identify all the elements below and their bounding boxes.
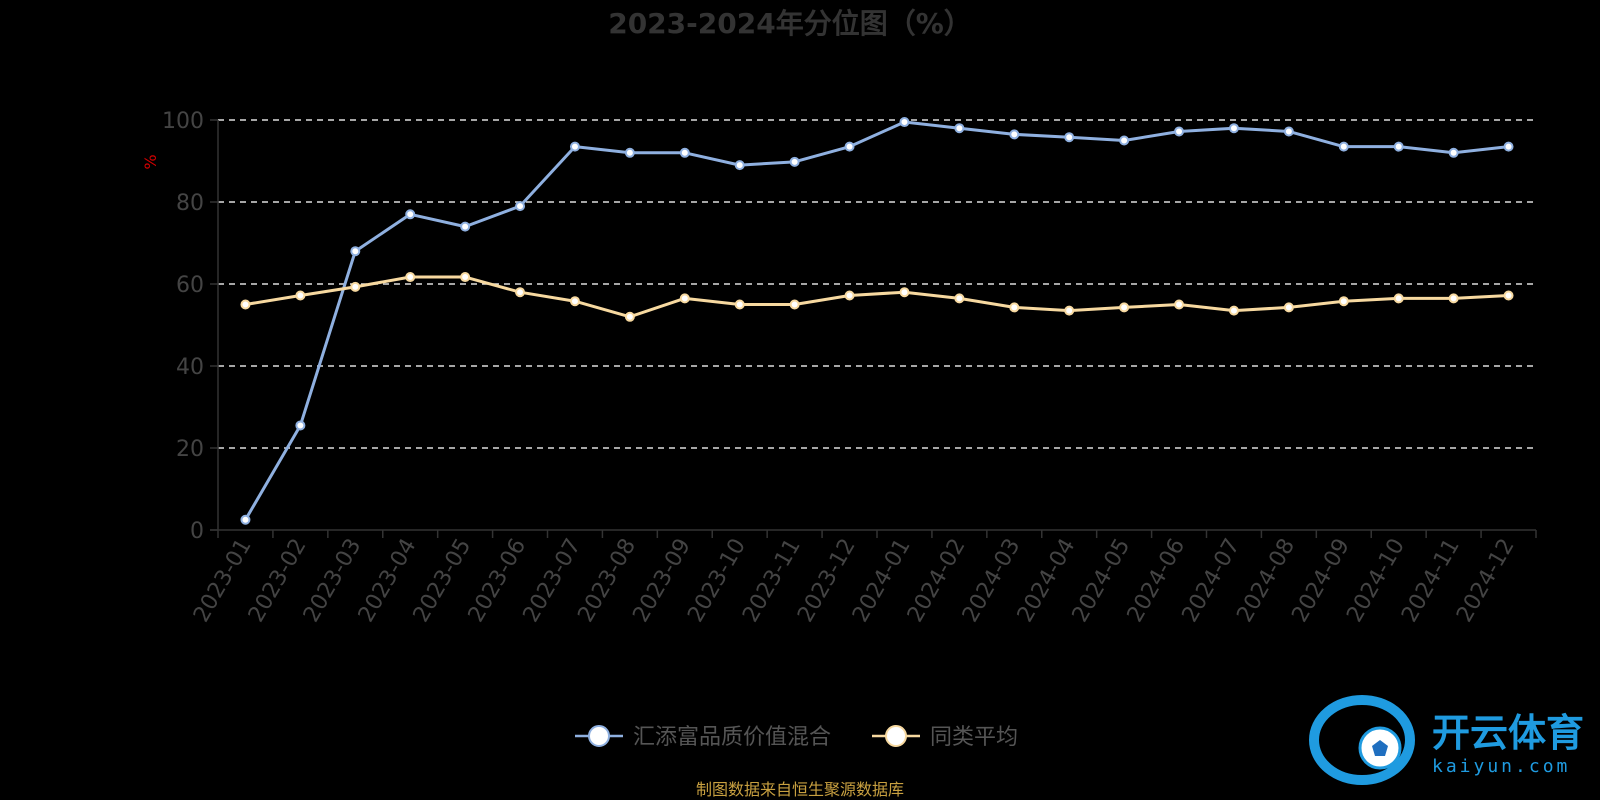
y-tick-label: 40 — [176, 355, 204, 380]
data-point[interactable] — [734, 299, 745, 310]
data-point[interactable] — [1393, 293, 1404, 304]
data-point[interactable] — [1503, 141, 1514, 152]
gridlines — [218, 119, 1536, 449]
data-point[interactable] — [1119, 302, 1130, 313]
legend[interactable]: 汇添富品质价值混合 同类平均 — [575, 725, 1018, 750]
y-axis-label: % — [141, 154, 160, 169]
y-tick-labels: 0 20 40 60 80 100 — [162, 109, 218, 544]
axes — [210, 120, 1536, 531]
data-point[interactable] — [350, 246, 361, 257]
legend-marker-average — [885, 725, 907, 747]
data-point[interactable] — [1283, 126, 1294, 137]
data-point[interactable] — [899, 117, 910, 128]
data-point[interactable] — [515, 287, 526, 298]
x-tick-labels: 2023-012023-022023-032023-042023-052023-… — [189, 530, 1537, 627]
data-point[interactable] — [679, 293, 690, 304]
series-line — [245, 275, 1509, 319]
series — [240, 117, 1514, 525]
data-point[interactable] — [954, 293, 965, 304]
data-point[interactable] — [460, 272, 471, 283]
source-note: 制图数据来自恒生聚源数据库 — [696, 780, 904, 799]
y-tick-label: 60 — [176, 273, 204, 298]
data-point[interactable] — [1174, 126, 1185, 137]
data-point[interactable] — [734, 160, 745, 171]
data-point[interactable] — [569, 141, 580, 152]
data-point[interactable] — [1503, 290, 1514, 301]
data-point[interactable] — [624, 147, 635, 158]
legend-item-fund[interactable]: 汇添富品质价值混合 — [575, 725, 831, 750]
data-point[interactable] — [844, 141, 855, 152]
data-point[interactable] — [954, 123, 965, 134]
data-point[interactable] — [1174, 299, 1185, 310]
data-point[interactable] — [789, 299, 800, 310]
watermark-logo: 开云体育 kaiyun.com — [1309, 695, 1584, 785]
data-point[interactable] — [460, 221, 471, 232]
data-point[interactable] — [405, 272, 416, 283]
data-point[interactable] — [1228, 305, 1239, 316]
data-point[interactable] — [679, 147, 690, 158]
data-point[interactable] — [405, 209, 416, 220]
legend-item-average[interactable]: 同类平均 — [872, 725, 1018, 750]
data-point[interactable] — [295, 420, 306, 431]
y-tick-label: 100 — [162, 109, 204, 134]
data-point[interactable] — [1393, 141, 1404, 152]
series-average — [240, 272, 1514, 322]
data-point[interactable] — [1064, 132, 1075, 143]
data-point[interactable] — [240, 514, 251, 525]
series-line — [244, 120, 1509, 521]
data-point[interactable] — [624, 311, 635, 322]
data-point[interactable] — [899, 287, 910, 298]
watermark-cn: 开云体育 — [1432, 711, 1584, 755]
y-tick-label: 0 — [190, 519, 204, 544]
data-point[interactable] — [515, 201, 526, 212]
legend-label-average: 同类平均 — [930, 725, 1018, 750]
data-point[interactable] — [1119, 135, 1130, 146]
legend-marker-fund — [588, 725, 610, 747]
data-point[interactable] — [240, 299, 251, 310]
data-point[interactable] — [844, 290, 855, 301]
data-point[interactable] — [295, 290, 306, 301]
chart-title: 2023-2024年分位图（%） — [608, 7, 972, 40]
data-point[interactable] — [569, 296, 580, 307]
data-point[interactable] — [1009, 129, 1020, 140]
series-fund — [240, 117, 1514, 525]
y-tick-label: 80 — [176, 191, 204, 216]
data-point[interactable] — [1338, 141, 1349, 152]
data-point[interactable] — [1338, 296, 1349, 307]
soccer-ball-patch — [1372, 740, 1388, 756]
logo-ring-icon — [1309, 695, 1415, 785]
data-point[interactable] — [1283, 302, 1294, 313]
y-tick-label: 20 — [176, 437, 204, 462]
watermark-en: kaiyun.com — [1432, 756, 1570, 777]
data-point[interactable] — [1064, 305, 1075, 316]
legend-label-fund: 汇添富品质价值混合 — [633, 725, 831, 750]
data-point[interactable] — [350, 281, 361, 292]
data-point[interactable] — [1228, 123, 1239, 134]
data-point[interactable] — [1448, 293, 1459, 304]
data-point[interactable] — [1448, 147, 1459, 158]
data-point[interactable] — [789, 156, 800, 167]
data-point[interactable] — [1009, 302, 1020, 313]
